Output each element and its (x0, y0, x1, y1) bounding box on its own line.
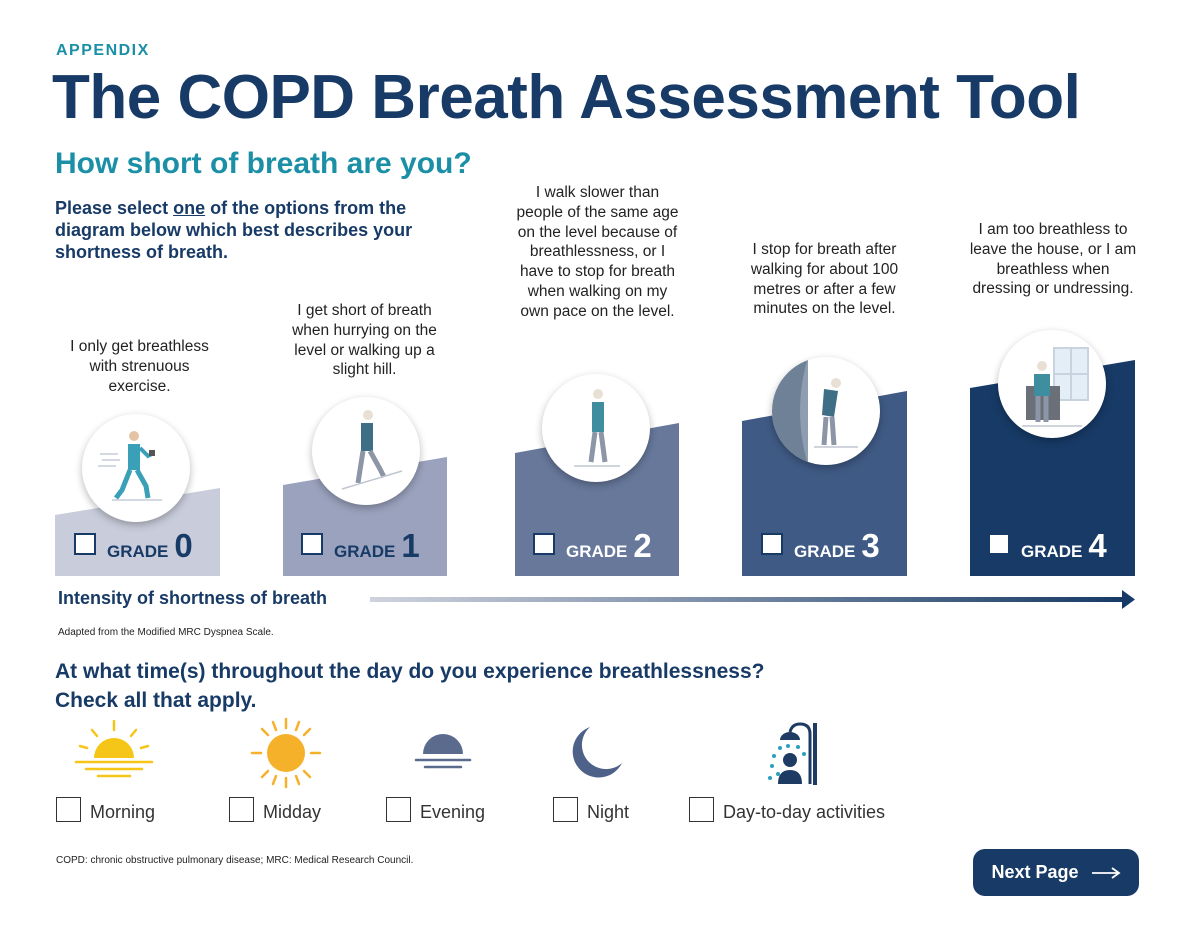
resting-walker-icon (772, 357, 858, 465)
grade-0-checkbox[interactable] (74, 533, 96, 555)
shower-icon (768, 722, 817, 785)
intensity-label: Intensity of shortness of breath (58, 588, 328, 608)
instruction-emphasis: one (173, 198, 206, 218)
intensity-arrow-head (1122, 590, 1135, 609)
uphill-walker-icon (341, 410, 403, 490)
exercising-person-icon (98, 431, 162, 501)
grade-0-description: I only get breathless with strenuous exe… (70, 338, 209, 395)
grade-4-illustration (998, 330, 1106, 438)
evening-checkbox[interactable] (386, 797, 411, 822)
midday-label: Midday (263, 802, 322, 822)
page-title: The COPD Breath Assessment Tool (52, 63, 1081, 132)
evening-label: Evening (420, 802, 486, 822)
night-label: Night (587, 802, 630, 822)
footnote: COPD: chronic obstructive pulmonary dise… (56, 855, 414, 866)
grade-3-description: I stop for breath after walking for abou… (750, 241, 899, 318)
night-checkbox[interactable] (553, 797, 578, 822)
intensity-arrow-shaft (370, 597, 1122, 602)
grade-0-label: GRADE 0 (107, 527, 193, 564)
next-page-button[interactable]: Next Page (973, 849, 1139, 896)
slow-walker-icon (574, 389, 620, 467)
grade-2-illustration (542, 374, 650, 482)
time-question: At what time(s) throughout the day do yo… (55, 657, 764, 715)
grade-1-checkbox[interactable] (301, 533, 323, 555)
moon-icon (572, 727, 622, 778)
grade-4-label: GRADE 4 (1021, 527, 1107, 564)
grade-0-panel (55, 488, 220, 576)
grade-2-label: GRADE 2 (566, 527, 652, 564)
section-subtitle: How short of breath are you? (55, 147, 472, 180)
grade-3-illustration (772, 357, 880, 465)
grade-2-description: I walk slower than people of the same ag… (516, 184, 679, 320)
grade-4-description: I am too breathless to leave the house, … (969, 221, 1137, 298)
sunset-icon (414, 734, 472, 769)
midday-checkbox[interactable] (229, 797, 254, 822)
time-question-line1: At what time(s) throughout the day do yo… (55, 660, 765, 683)
instruction-text: Please select one of the options from th… (55, 198, 413, 262)
grade-1-illustration (312, 397, 420, 505)
grade-0-illustration (82, 414, 190, 522)
seated-person-icon (1022, 347, 1089, 427)
grade-2-checkbox[interactable] (533, 533, 555, 555)
day-to-day-checkbox[interactable] (689, 797, 714, 822)
morning-checkbox[interactable] (56, 797, 81, 822)
grade-3-label: GRADE 3 (794, 527, 880, 564)
grade-3-checkbox[interactable] (761, 533, 783, 555)
sunrise-icon (74, 719, 154, 778)
grade-1-label: GRADE 1 (334, 527, 420, 564)
day-to-day-label: Day-to-day activities (723, 802, 886, 822)
time-question-line2: Check all that apply. (55, 689, 257, 712)
appendix-kicker: APPENDIX (56, 42, 150, 59)
sun-icon (250, 717, 322, 789)
grade-1-description: I get short of breath when hurrying on t… (292, 302, 437, 379)
adapted-note: Adapted from the Modified MRC Dyspnea Sc… (58, 627, 274, 638)
arrow-right-icon (1091, 866, 1121, 879)
next-page-label: Next Page (991, 862, 1079, 882)
morning-label: Morning (90, 802, 156, 822)
grade-4-checkbox[interactable] (988, 533, 1010, 555)
